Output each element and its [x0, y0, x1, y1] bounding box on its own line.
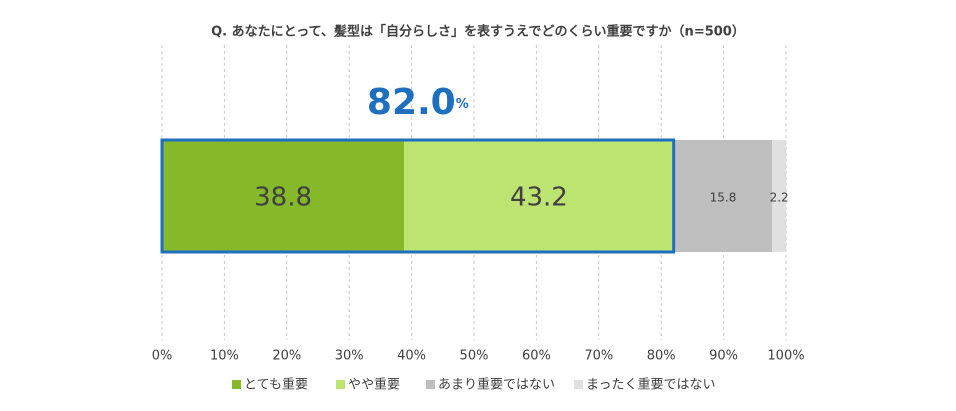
bar-segment	[772, 140, 786, 252]
annotation: 82.0%	[367, 82, 469, 123]
legend-swatch	[336, 380, 345, 389]
data-label: 38.8	[254, 183, 312, 213]
legend-swatch	[232, 380, 241, 389]
legend-label: やや重要	[348, 377, 400, 393]
bar-segment	[404, 140, 674, 252]
x-tick-label: 20%	[272, 349, 301, 364]
data-label: 2.2	[770, 191, 789, 205]
x-tick-label: 60%	[522, 349, 551, 364]
legend-swatch	[426, 380, 435, 389]
x-tick-label: 100%	[767, 349, 804, 364]
bar-segment	[162, 140, 405, 252]
x-tick-label: 90%	[709, 349, 738, 364]
x-tick-label: 70%	[584, 349, 613, 364]
x-tick-label: 50%	[460, 349, 489, 364]
legend-label: まったく重要ではない	[586, 377, 715, 393]
highlight-box	[160, 138, 676, 254]
legend-swatch	[574, 380, 583, 389]
bar-segment	[673, 140, 773, 252]
annotation-suffix: %	[456, 97, 469, 112]
data-label: 15.8	[710, 191, 737, 205]
x-tick-label: 0%	[152, 349, 173, 364]
chart-title: Q. あなたにとって、髪型は「自分らしさ」を表すうえでどのくらい重要ですか（n=…	[211, 24, 745, 40]
x-tick-label: 30%	[335, 349, 364, 364]
legend-label: あまり重要ではない	[438, 377, 555, 393]
x-tick-label: 80%	[647, 349, 676, 364]
legend-label: とても重要	[244, 377, 308, 393]
x-tick-label: 10%	[210, 349, 239, 364]
data-label: 43.2	[510, 183, 568, 213]
annotation-value: 82.0	[367, 82, 456, 123]
x-tick-label: 40%	[397, 349, 426, 364]
